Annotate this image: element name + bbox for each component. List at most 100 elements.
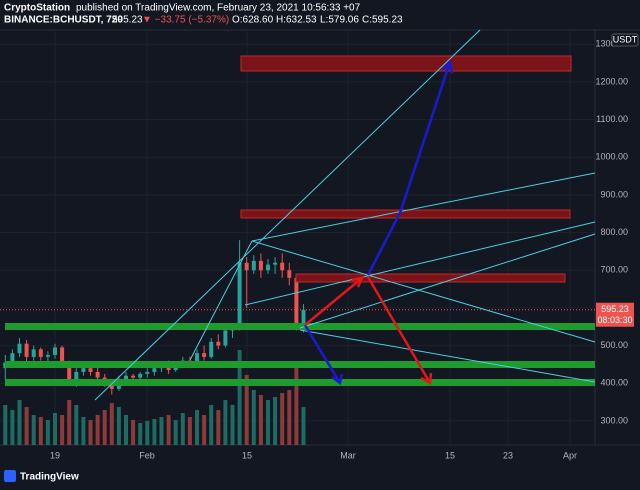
- x-tick-label: 15: [445, 450, 455, 460]
- resistance-zone: [295, 273, 566, 283]
- volume-bar: [38, 417, 43, 445]
- candle-body: [202, 353, 207, 357]
- ohlc-close: C:595.23: [362, 15, 403, 26]
- ohlc-low: L:579.06: [320, 15, 359, 26]
- x-tick-label: 15: [242, 450, 252, 460]
- support-zone: [5, 323, 595, 330]
- countdown: 08:03:30: [597, 315, 632, 325]
- candle-body: [244, 262, 249, 271]
- candle-body: [294, 277, 299, 323]
- volume-bar: [152, 419, 157, 445]
- volume-bar: [230, 405, 235, 445]
- volume-bar: [237, 350, 242, 445]
- volume-bar: [251, 390, 256, 445]
- volume-bar: [273, 397, 278, 445]
- volume-bar: [17, 400, 22, 445]
- volume-bar: [244, 375, 249, 445]
- candle-body: [45, 354, 50, 357]
- candle-body: [53, 347, 57, 355]
- volume-bar: [173, 420, 178, 445]
- author: CryptoStation: [4, 3, 70, 14]
- volume-bar: [88, 420, 93, 445]
- candle-body: [280, 262, 285, 271]
- logo: [4, 470, 16, 482]
- x-tick-label: 23: [503, 450, 513, 460]
- candle-body: [10, 353, 15, 363]
- volume-bar: [116, 407, 121, 445]
- candle-body: [81, 368, 86, 372]
- volume-bar: [216, 410, 221, 445]
- support-zone: [5, 361, 595, 368]
- support-zone: [5, 379, 595, 386]
- y-tick-label: 1000.00: [595, 152, 628, 162]
- candle-body: [209, 341, 214, 357]
- volume-bar: [301, 407, 306, 445]
- candle-body: [273, 262, 278, 265]
- published: published on TradingView.com, February 2…: [76, 3, 361, 14]
- volume-bar: [31, 415, 36, 445]
- candle-body: [251, 260, 256, 271]
- candle-body: [145, 371, 150, 374]
- volume-bar: [67, 400, 72, 445]
- candle-body: [237, 262, 242, 327]
- volume-bar: [138, 423, 143, 445]
- y-tick-label: 700.00: [600, 265, 628, 275]
- candle-body: [67, 362, 72, 380]
- y-tick-label: 1200.00: [595, 76, 628, 86]
- candle-body: [88, 368, 93, 372]
- volume-bar: [280, 393, 285, 445]
- change: ▼ −33.75 (−5.37%): [142, 15, 229, 26]
- volume-bar: [81, 417, 86, 445]
- drawings: [5, 29, 596, 401]
- candle-body: [131, 375, 136, 378]
- candle-body: [266, 264, 270, 271]
- resistance-zone: [240, 209, 571, 219]
- volume-bar: [187, 417, 192, 445]
- ohlc-open: O:628.60: [232, 15, 274, 26]
- volume-bar: [180, 413, 185, 445]
- candle-body: [152, 368, 157, 372]
- candle-body: [74, 371, 79, 380]
- volume-bar: [109, 403, 114, 445]
- volume-bar: [287, 390, 292, 445]
- x-tick-label: 19: [50, 450, 60, 460]
- volume-bar: [159, 417, 164, 445]
- y-tick-label: 900.00: [600, 189, 628, 199]
- x-tick-label: Apr: [563, 450, 577, 460]
- candle-body: [258, 260, 263, 271]
- volume-bar: [131, 420, 136, 445]
- candle-body: [216, 341, 221, 346]
- currency: USDT: [613, 34, 638, 44]
- x-tick-label: Feb: [139, 450, 155, 460]
- volume-bar: [10, 410, 15, 445]
- volume-bar: [53, 413, 57, 445]
- candle-body: [17, 343, 22, 354]
- volume-bar: [74, 405, 79, 445]
- volume-bar: [45, 420, 50, 445]
- y-tick-label: 800.00: [600, 227, 628, 237]
- volume-bar: [294, 365, 299, 445]
- volume-bar: [266, 400, 270, 445]
- candle-body: [95, 371, 100, 378]
- volume-bar: [95, 415, 100, 445]
- volume-bar: [3, 405, 8, 445]
- last-price-box: [596, 302, 634, 327]
- resistance-zone: [240, 55, 572, 72]
- volume-bar: [24, 407, 29, 445]
- candle-body: [195, 353, 199, 365]
- y-tick-label: 400.00: [600, 378, 628, 388]
- arrows: [303, 59, 454, 386]
- volume-bar: [223, 400, 228, 445]
- last: 595.23: [112, 15, 143, 26]
- candle-body: [38, 349, 43, 357]
- volume-bar: [145, 421, 150, 445]
- currency-box: [611, 33, 639, 47]
- volume-bar: [209, 405, 214, 445]
- volume-bar: [258, 395, 263, 445]
- volume-bar: [60, 415, 65, 445]
- candle-body: [109, 383, 114, 389]
- candle-body: [138, 373, 143, 378]
- trendlines: [94, 29, 596, 401]
- candle-body: [31, 349, 36, 357]
